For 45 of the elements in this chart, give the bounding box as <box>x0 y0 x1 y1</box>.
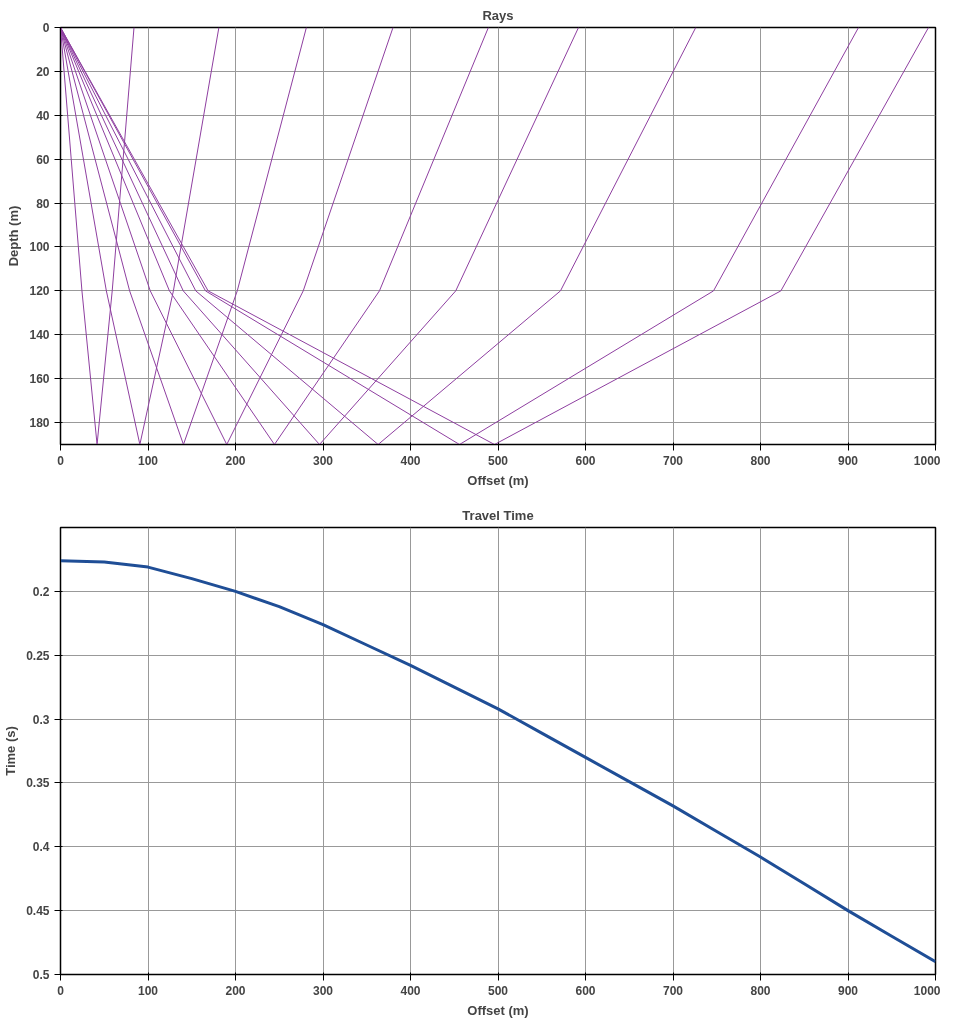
y-tick-label: 40 <box>36 108 50 123</box>
y-axis-title: Time (s) <box>3 726 19 776</box>
y-tick-label: 20 <box>36 64 50 79</box>
x-tick-label: 600 <box>575 453 596 468</box>
y-tick-label: 140 <box>29 328 50 343</box>
x-tick-label: 700 <box>662 983 684 998</box>
y-tick-label: 0 <box>42 21 50 35</box>
y-tick-label: 80 <box>36 196 50 211</box>
x-tick-label: 800 <box>750 983 771 998</box>
x-tick-label: 500 <box>487 983 509 998</box>
y-tick-label: 0.5 <box>32 968 50 982</box>
x-tick-label: 800 <box>750 453 771 468</box>
x-tick-label: 400 <box>400 983 421 998</box>
x-tick-label: 0 <box>57 453 65 468</box>
x-tick-label: 100 <box>137 453 159 468</box>
x-axis-title: Offset (m) <box>467 1002 529 1018</box>
y-axis-title: Depth (m) <box>6 205 22 267</box>
y-tick-label: 60 <box>36 152 50 167</box>
y-tick-label: 0.35 <box>26 776 50 791</box>
y-tick-label: 120 <box>29 284 50 299</box>
x-tick-label: 300 <box>312 983 334 998</box>
x-tick-label: 200 <box>225 983 246 998</box>
x-tick-label: 200 <box>225 453 246 468</box>
x-tick-label: 100 <box>137 983 159 998</box>
y-tick-label: 160 <box>29 372 50 387</box>
y-tick-label: 0.45 <box>26 904 50 919</box>
y-tick-label: 0.3 <box>32 712 50 727</box>
y-tick-label: 0.2 <box>32 584 50 599</box>
chart-title: Rays <box>482 7 514 23</box>
x-tick-label: 300 <box>312 453 334 468</box>
x-tick-label: 1000 <box>913 983 941 998</box>
x-tick-label: 600 <box>575 983 596 998</box>
x-tick-label: 1000 <box>913 453 941 468</box>
x-tick-label: 900 <box>837 983 859 998</box>
x-tick-label: 400 <box>400 453 421 468</box>
y-tick-label: 180 <box>29 416 50 431</box>
x-tick-label: 0 <box>57 983 65 998</box>
x-tick-label: 500 <box>487 453 509 468</box>
y-tick-label: 0.25 <box>26 648 50 663</box>
x-tick-label: 900 <box>837 453 859 468</box>
x-axis-title: Offset (m) <box>467 472 529 488</box>
y-tick-label: 100 <box>29 240 50 255</box>
chart-title: Travel Time <box>462 507 534 523</box>
y-tick-label: 0.4 <box>32 840 50 855</box>
x-tick-label: 700 <box>662 453 684 468</box>
